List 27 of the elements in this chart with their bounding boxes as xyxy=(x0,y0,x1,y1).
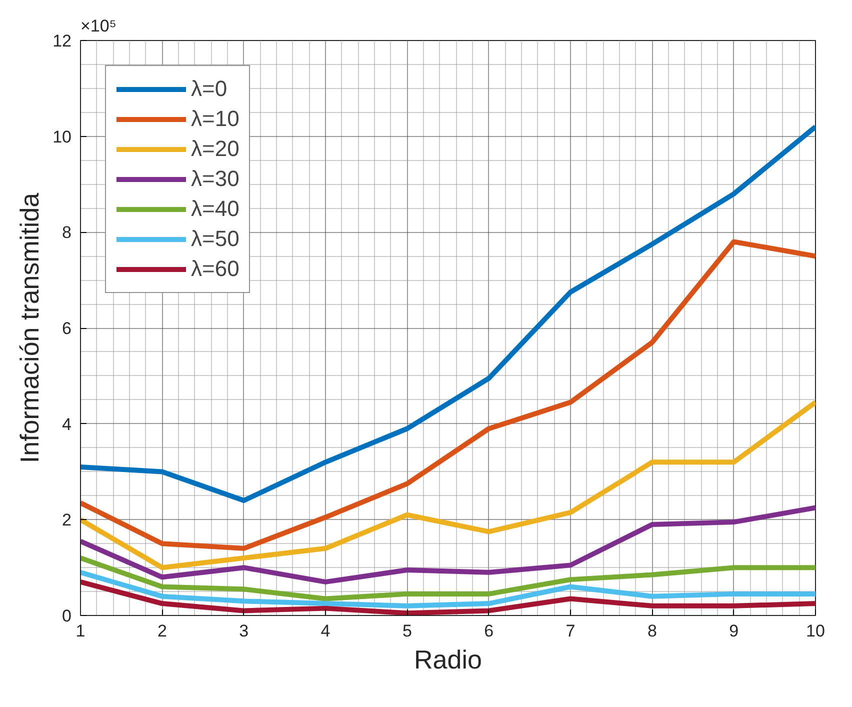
x-tick-label: 2 xyxy=(157,622,167,640)
legend-label: λ=40 xyxy=(191,196,240,222)
x-tick-label: 6 xyxy=(484,622,494,640)
legend-label: λ=0 xyxy=(191,76,228,102)
y-tick-label: 12 xyxy=(52,32,72,50)
y-tick-label: 0 xyxy=(62,606,72,626)
y-tick-label: 4 xyxy=(62,414,72,434)
x-axis-title: Radio xyxy=(414,644,482,674)
x-tick-label: 7 xyxy=(566,622,576,640)
x-tick-label: 4 xyxy=(320,622,330,640)
legend-label: λ=10 xyxy=(191,106,240,132)
x-tick-label: 1 xyxy=(76,622,86,640)
y-axis-title: Información transmitida xyxy=(14,192,45,464)
legend-label: λ=30 xyxy=(191,166,240,192)
x-tick-label: 3 xyxy=(239,622,249,640)
y-tick-label: 8 xyxy=(62,223,72,242)
y-tick-label: 10 xyxy=(52,127,72,146)
x-tick-label: 9 xyxy=(729,622,739,640)
x-tick-label: 8 xyxy=(647,622,657,640)
y-tick-label: 6 xyxy=(62,319,72,338)
legend-label: λ=50 xyxy=(191,226,240,252)
y-tick-label: 2 xyxy=(62,510,72,530)
legend-label: λ=60 xyxy=(191,256,240,282)
x-tick-label: 5 xyxy=(402,622,412,640)
text: ×10⁵ xyxy=(80,16,116,36)
legend-label: λ=20 xyxy=(191,136,240,162)
x-tick-label: 10 xyxy=(806,622,825,640)
